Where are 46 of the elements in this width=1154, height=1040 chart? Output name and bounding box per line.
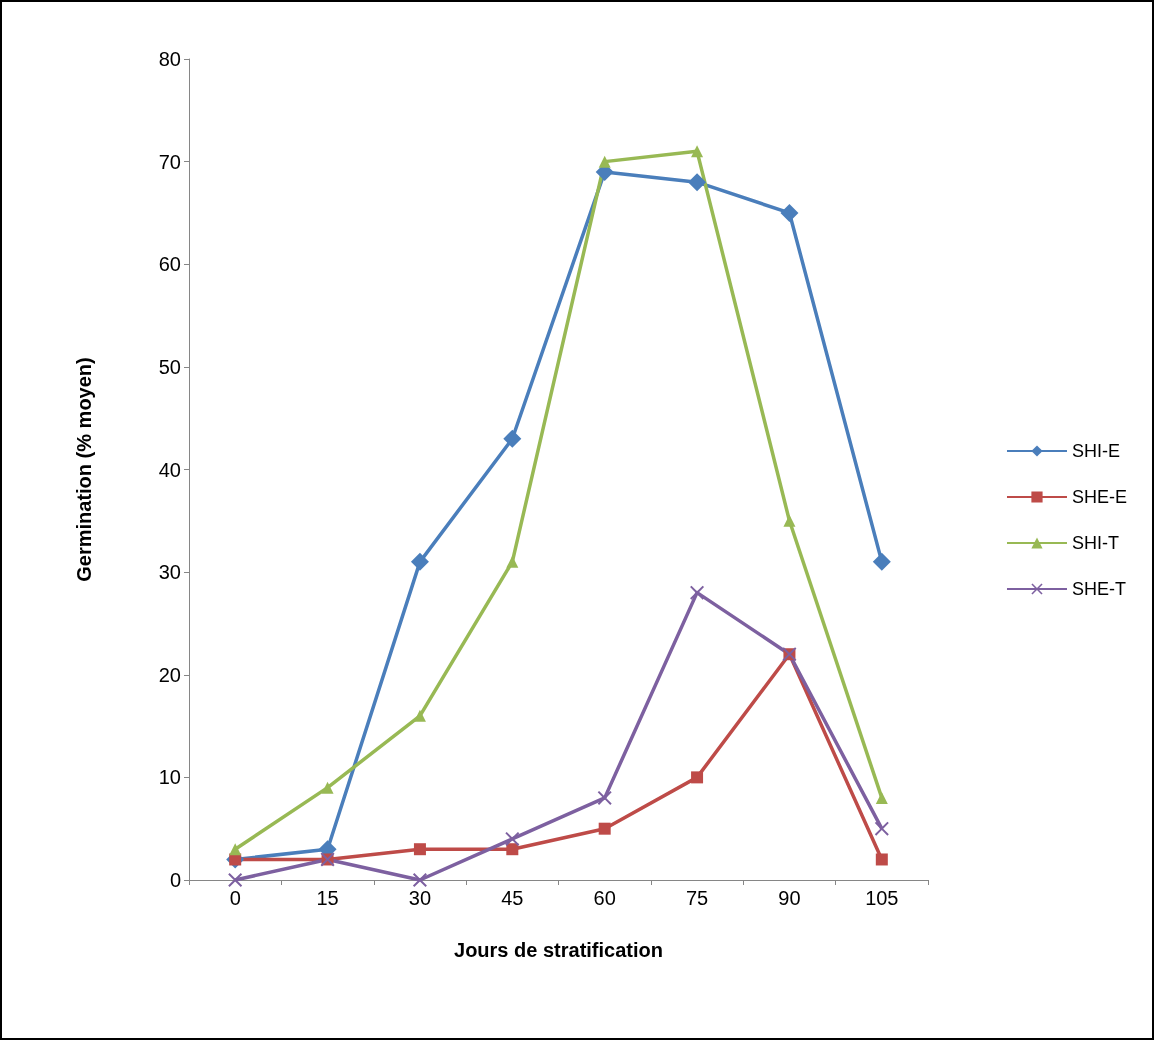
y-axis-title: Germination (% moyen) (73, 357, 95, 582)
x-tick-label: 30 (408, 887, 432, 909)
y-tick-label: 60 (158, 253, 181, 276)
point (874, 821, 889, 836)
point (505, 831, 520, 846)
point (780, 203, 799, 222)
point (598, 155, 611, 168)
x-tick-label: 60 (593, 887, 616, 909)
point (875, 791, 888, 804)
point (783, 514, 796, 527)
x-axis-title: Jours de stratification (454, 939, 663, 961)
point (503, 429, 522, 448)
legend-label: SHI-E (1071, 441, 1120, 461)
point (598, 822, 611, 835)
x-tick-label: 15 (316, 887, 339, 909)
x-tick-label: 45 (501, 887, 524, 909)
y-tick-label: 50 (158, 355, 181, 378)
point (872, 552, 891, 571)
point (228, 873, 243, 887)
point (506, 843, 519, 856)
point (229, 843, 242, 856)
legend-label: SHE-T (1071, 579, 1126, 599)
x-tick-label: 0 (229, 887, 241, 909)
y-tick-label: 0 (169, 869, 181, 891)
legend-label: SHI-T (1071, 533, 1119, 553)
x-tick-label: 105 (865, 887, 899, 909)
y-tick-label: 20 (158, 663, 181, 686)
point (875, 853, 888, 866)
point (597, 790, 612, 805)
y-tick-label: 80 (158, 48, 181, 70)
point (321, 781, 334, 794)
y-tick-label: 40 (158, 458, 181, 481)
point (506, 555, 519, 568)
x-tick-label: 75 (685, 887, 709, 909)
x-tick-label: 90 (778, 887, 801, 909)
y-tick-label: 30 (158, 561, 181, 584)
y-tick-label: 10 (158, 766, 181, 789)
point (412, 873, 427, 887)
legend-label: SHE-E (1071, 487, 1127, 507)
point (691, 771, 704, 784)
point (691, 145, 704, 158)
point (690, 585, 705, 600)
point (410, 552, 429, 571)
y-tick-label: 70 (158, 150, 181, 173)
point (413, 843, 426, 856)
point (688, 173, 707, 192)
